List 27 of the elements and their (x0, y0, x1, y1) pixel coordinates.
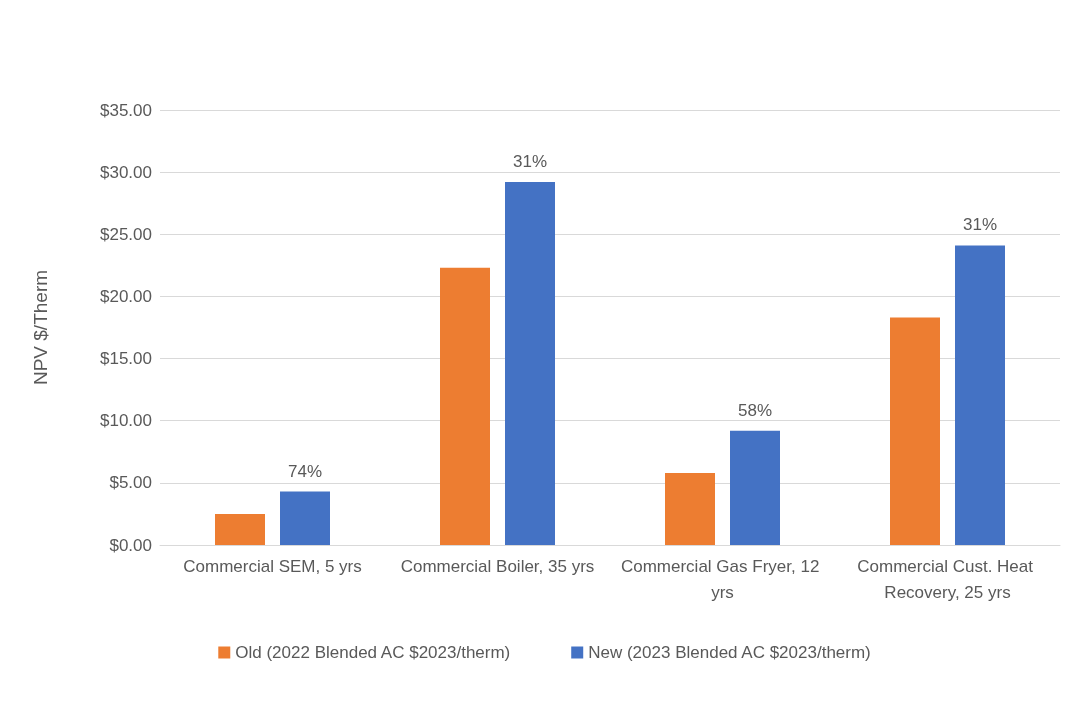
annotation: 31% (962, 215, 998, 235)
y-tick-label: $0.00 (109, 535, 152, 555)
y-tick-label: $10.00 (100, 411, 152, 431)
bar (215, 513, 265, 545)
bar (730, 430, 780, 545)
bar (890, 317, 940, 545)
bar (955, 245, 1005, 545)
x-tick-label: Commercial SEM, 5 yrs (183, 556, 362, 576)
x-tick-label: Commercial Cust. Heat Recovery, 25 yrs (857, 556, 1038, 602)
legend-label: New (2023 Blended AC $2023/therm) (588, 643, 871, 662)
legend-label: Old (2022 Blended AC $2023/therm) (235, 643, 511, 662)
y-tick-label: $35.00 (100, 100, 152, 120)
annotation: 31% (512, 152, 548, 172)
y-tick-label: $20.00 (100, 286, 152, 306)
x-tick-label: Commercial Boiler, 35 yrs (400, 556, 595, 576)
y-tick-label: $15.00 (100, 349, 152, 369)
y-axis-title: NPV $/Therm (30, 269, 51, 386)
y-tick-label: $5.00 (109, 473, 152, 493)
y-tick-label: $25.00 (100, 224, 152, 244)
annotation: 58% (737, 400, 773, 420)
bar (440, 267, 490, 545)
bar (505, 182, 555, 545)
bar (280, 491, 330, 545)
bar (665, 472, 715, 545)
y-tick-label: $30.00 (100, 162, 152, 182)
annotation: 74% (287, 461, 323, 481)
x-tick-label: Commercial Gas Fryer, 12 yrs (620, 556, 825, 602)
